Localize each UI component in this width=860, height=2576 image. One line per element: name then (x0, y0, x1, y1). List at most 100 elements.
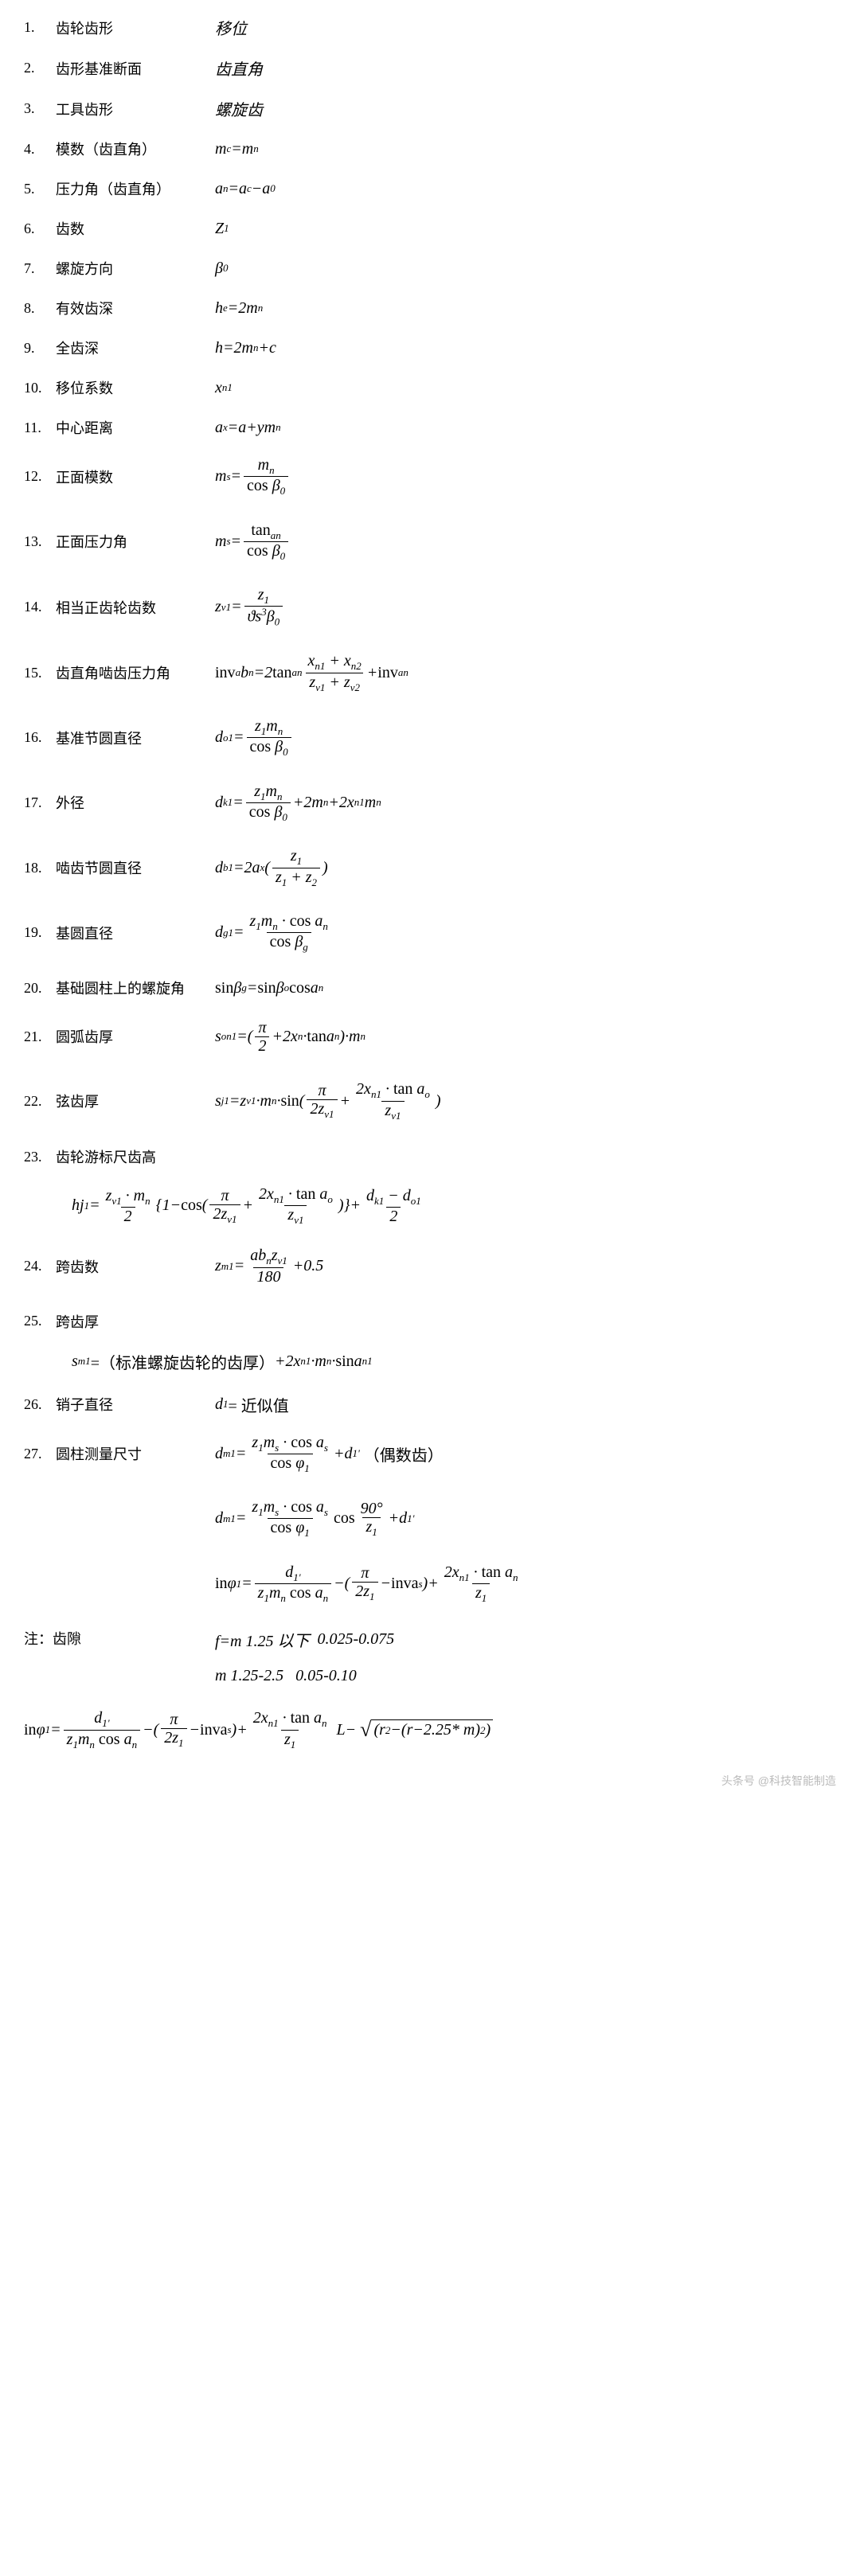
num: 16. (24, 729, 56, 746)
row-20: 20. 基础圆柱上的螺旋角 sin βg = sin βo cos an (24, 977, 836, 999)
num: 3. (24, 100, 56, 117)
formula: ax = a + ymn (215, 419, 281, 437)
num: 9. (24, 340, 56, 357)
row-5: 5. 压力角（齿直角） an = ac − a0 (24, 178, 836, 200)
row-27a: 27. 圆柱测量尺寸 dm1 = z1ms · cos as cos φ1 + … (24, 1434, 836, 1475)
num: 6. (24, 221, 56, 237)
label: 齿直角啮齿压力角 (56, 662, 215, 683)
label: 有效齿深 (56, 298, 215, 318)
row-27b: dm1 = z1ms · cos as cos φ1 cos 90° z1 + … (24, 1498, 836, 1540)
row-25-formula: sm1 =（标准螺旋齿轮的齿厚）+ 2xn1 · mn · sin an1 (72, 1350, 836, 1373)
num: 19. (24, 924, 56, 941)
note-text: f=m 1.25 以下 0.025-0.075 (215, 1628, 394, 1651)
num: 14. (24, 599, 56, 615)
label: 全齿深 (56, 338, 215, 358)
note-text: m 1.25-2.5 0.05-0.10 (215, 1667, 357, 1685)
num: 23. (24, 1149, 56, 1165)
num: 18. (24, 860, 56, 876)
row-26: 26. 销子直径 d1 = 近似值 (24, 1393, 836, 1416)
row-1: 1. 齿轮齿形 移位 (24, 16, 836, 39)
num: 26. (24, 1396, 56, 1413)
label: 相当正齿轮齿数 (56, 597, 215, 618)
num: 21. (24, 1028, 56, 1045)
formula: invabn = 2 tanan xn1 + xn2 zv1 + zv2 + i… (215, 652, 408, 693)
row-12: 12. 正面模数 ms = mn cos β0 (24, 456, 836, 498)
row-2: 2. 齿形基准断面 齿直角 (24, 57, 836, 80)
label: 模数（齿直角） (56, 139, 215, 159)
row-8: 8. 有效齿深 he = 2mn (24, 297, 836, 319)
value: 齿直角 (215, 57, 263, 80)
row-18: 18. 啮齿节圆直径 db1 = 2ax( z1 z1 + z2 ) (24, 847, 836, 888)
row-15: 15. 齿直角啮齿压力角 invabn = 2 tanan xn1 + xn2 … (24, 652, 836, 693)
formula: β0 (215, 260, 228, 278)
label: 销子直径 (56, 1394, 215, 1415)
num: 12. (24, 468, 56, 485)
num: 10. (24, 380, 56, 396)
num: 27. (24, 1446, 56, 1462)
formula: do1 = z1mn cos β0 (215, 717, 294, 759)
row-27c: inφ1 = d1' z1mn cos an − ( π2z1 − invas)… (24, 1563, 836, 1605)
note-row-1: 注：齿隙 f=m 1.25 以下 0.025-0.075 (24, 1628, 836, 1651)
label: 跨齿数 (56, 1256, 215, 1277)
row-16: 16. 基准节圆直径 do1 = z1mn cos β0 (24, 717, 836, 759)
row-23-formula: hj1 = zv1 · mn 2 {1 − cos( π2zv1 + 2xn1 … (72, 1185, 836, 1227)
formula: dg1 = z1mn · cos an cos βg (215, 912, 334, 954)
formula: zm1 = abnzv1 180 + 0.5 (215, 1247, 323, 1285)
note-label (24, 1667, 215, 1685)
num: 4. (24, 141, 56, 158)
formula: dm1 = z1ms · cos as cos φ1 + d1' （偶数齿） (215, 1434, 444, 1475)
formula: inφ1 = d1' z1mn cos an − ( π2z1 − invas)… (215, 1563, 524, 1605)
num: 17. (24, 794, 56, 811)
label: 啮齿节圆直径 (56, 857, 215, 878)
formula: d1 = 近似值 (215, 1393, 289, 1416)
row-7: 7. 螺旋方向 β0 (24, 257, 836, 279)
watermark: 头条号 @科技智能制造 (24, 1773, 836, 1789)
formula: sj1 = zv1 · mn · sin( π2zv1 + 2xn1 · tan… (215, 1080, 441, 1122)
label: 螺旋方向 (56, 258, 215, 279)
label: 跨齿厚 (56, 1311, 215, 1332)
formula: zv1 = z1 ϑs3β0 (215, 586, 285, 628)
formula: h = 2mn + c (215, 339, 276, 357)
label: 圆柱测量尺寸 (56, 1443, 215, 1464)
num: 2. (24, 60, 56, 76)
label: 中心距离 (56, 417, 215, 438)
final-formula: inφ1 = d1' z1mn cos an − ( π2z1 − invas)… (24, 1709, 836, 1751)
formula: dk1 = z1mn cos β0 + 2mn + 2xn1mn (215, 783, 381, 824)
formula: an = ac − a0 (215, 180, 276, 198)
note-label: 注：齿隙 (24, 1628, 215, 1651)
formula: mc = mn (215, 140, 259, 158)
formula: ms = mn cos β0 (215, 456, 291, 498)
row-13: 13. 正面压力角 ms = tanan cos β0 (24, 521, 836, 563)
num: 11. (24, 420, 56, 436)
label: 齿轮齿形 (56, 18, 215, 38)
formula: ms = tanan cos β0 (215, 521, 291, 563)
label: 外径 (56, 792, 215, 813)
formula: son1 = ( π2 + 2xn · tan an) · mn (215, 1019, 366, 1055)
row-9: 9. 全齿深 h = 2mn + c (24, 337, 836, 359)
formula: Z1 (215, 220, 229, 238)
label: 基础圆柱上的螺旋角 (56, 978, 215, 998)
row-24: 24. 跨齿数 zm1 = abnzv1 180 + 0.5 (24, 1247, 836, 1286)
row-19: 19. 基圆直径 dg1 = z1mn · cos an cos βg (24, 912, 836, 954)
formula: xn1 (215, 379, 233, 397)
label: 正面模数 (56, 466, 215, 487)
formula: db1 = 2ax( z1 z1 + z2 ) (215, 847, 328, 888)
num: 7. (24, 260, 56, 277)
label: 正面压力角 (56, 531, 215, 552)
row-4: 4. 模数（齿直角） mc = mn (24, 138, 836, 160)
num: 24. (24, 1258, 56, 1274)
row-22: 22. 弦齿厚 sj1 = zv1 · mn · sin( π2zv1 + 2x… (24, 1080, 836, 1122)
num: 5. (24, 181, 56, 197)
row-6: 6. 齿数 Z1 (24, 217, 836, 240)
label: 工具齿形 (56, 99, 215, 119)
formula: he = 2mn (215, 299, 263, 318)
row-11: 11. 中心距离 ax = a + ymn (24, 416, 836, 439)
label: 齿轮游标尺齿高 (56, 1146, 215, 1167)
label: 弦齿厚 (56, 1091, 215, 1111)
row-21: 21. 圆弧齿厚 son1 = ( π2 + 2xn · tan an) · m… (24, 1017, 836, 1056)
row-23-label: 23. 齿轮游标尺齿高 (24, 1146, 836, 1168)
label: 圆弧齿厚 (56, 1026, 215, 1047)
label: 移位系数 (56, 377, 215, 398)
formula: sin βg = sin βo cos an (215, 979, 323, 997)
num: 22. (24, 1093, 56, 1110)
